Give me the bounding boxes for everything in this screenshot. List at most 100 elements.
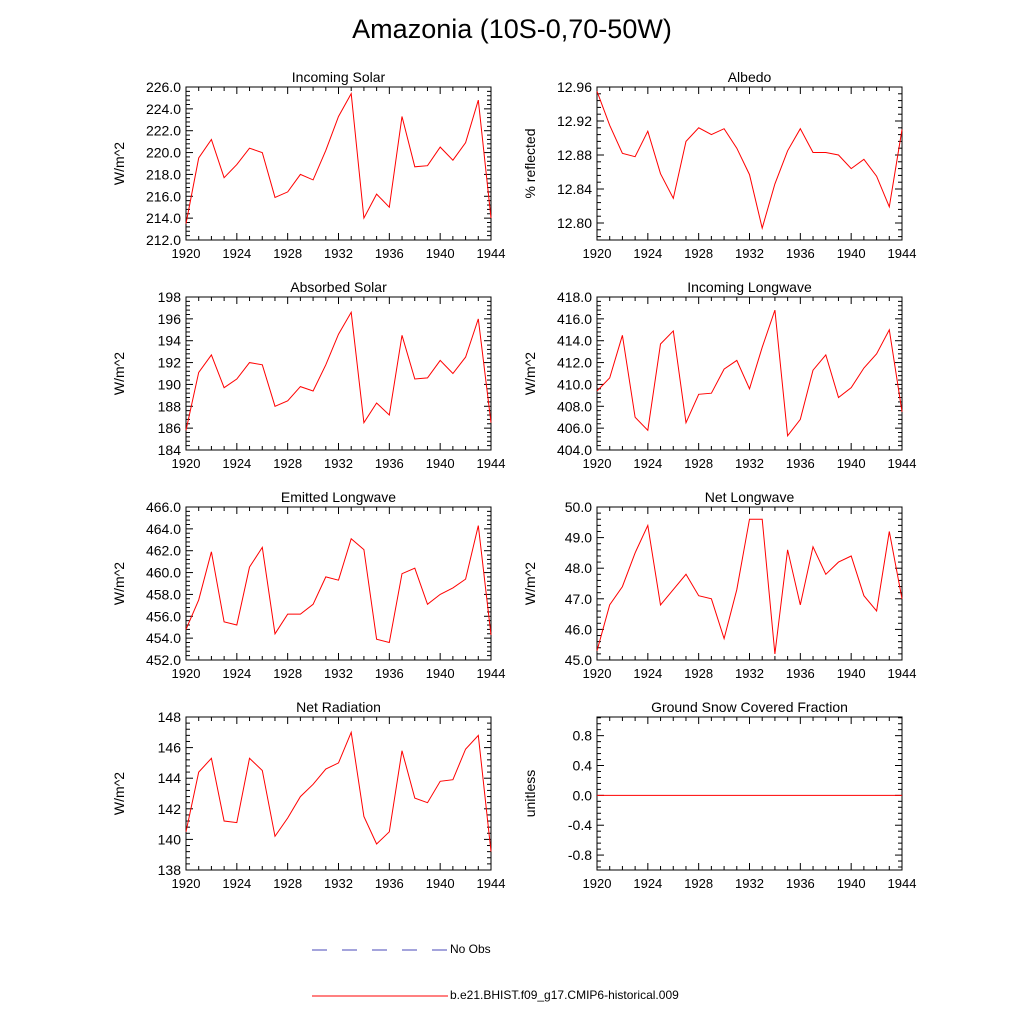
panel-2-xtick-label: 1940	[426, 456, 455, 471]
panel-3-ytick-label: 404.0	[557, 442, 592, 458]
panel-6: Net Radiation W/m^2 1920 1924 1928 1932 1936 19…	[111, 699, 505, 891]
panel-7-xtick-label: 1940	[837, 876, 866, 891]
panel-0-ytick-label: 214.0	[146, 210, 181, 226]
panel-7-xtick-label: 1944	[888, 876, 917, 891]
panel-5-xtick-label: 1932	[735, 666, 764, 681]
panel-1-xtick-label: 1924	[633, 246, 662, 261]
panel-2: Absorbed Solar W/m^2 1920 1924 1928 1932 1936 1…	[111, 279, 505, 471]
panel-2-series-line	[185, 310, 492, 431]
panel-4-ytick-label: 458.0	[146, 586, 181, 602]
panel-0-title: Incoming Solar	[292, 69, 386, 85]
panel-5-ytick-label: 48.0	[565, 560, 592, 576]
panel-4: Emitted Longwave W/m^2 1920 1924 1928 1932 193…	[111, 489, 505, 681]
panel-1-xtick-label: 1928	[684, 246, 713, 261]
panel-1-ylabel: % reflected	[522, 128, 538, 198]
panel-4-ytick-label: 462.0	[146, 543, 181, 559]
panel-5-ytick-label: 45.0	[565, 652, 592, 668]
panel-6-title: Net Radiation	[296, 699, 381, 715]
panel-3-ytick-label: 412.0	[557, 355, 592, 371]
panel-4-xtick-label: 1936	[375, 666, 404, 681]
panel-4-xtick-label: 1944	[477, 666, 506, 681]
panel-0-xtick-label: 1928	[273, 246, 302, 261]
panel-6-ytick-label: 140	[158, 831, 182, 847]
panel-2-ylabel: W/m^2	[111, 352, 127, 395]
panel-7-xtick-label: 1936	[786, 876, 815, 891]
panel-0-xtick-label: 1944	[477, 246, 506, 261]
panel-4-xtick-label: 1924	[222, 666, 251, 681]
panel-6-ytick-label: 144	[158, 770, 182, 786]
legend-model-label: b.e21.BHIST.f09_g17.CMIP6-historical.009	[450, 988, 679, 1002]
panel-2-ytick-label: 184	[158, 442, 182, 458]
panel-4-ytick-label: 454.0	[146, 630, 181, 646]
panel-6-ytick-label: 146	[158, 740, 182, 756]
panel-6-xtick-label: 1924	[222, 876, 251, 891]
panel-7-ytick-label: 0.4	[573, 758, 593, 774]
panel-5-ytick-label: 47.0	[565, 591, 592, 607]
panel-5-ytick-label: 50.0	[565, 499, 592, 515]
panel-3-xtick-label: 1944	[888, 456, 917, 471]
panel-3-xtick-label: 1928	[684, 456, 713, 471]
panel-2-ytick-label: 186	[158, 420, 182, 436]
panel-7-xtick-label: 1932	[735, 876, 764, 891]
panel-6-xtick-label: 1920	[172, 876, 201, 891]
panel-0-xtick-label: 1924	[222, 246, 251, 261]
panel-5-title: Net Longwave	[705, 489, 795, 505]
panel-0-xtick-label: 1920	[172, 246, 201, 261]
panel-4-xtick-label: 1928	[273, 666, 302, 681]
panel-1-xtick-label: 1936	[786, 246, 815, 261]
panel-0-ytick-label: 218.0	[146, 166, 181, 182]
panel-5-xtick-label: 1920	[583, 666, 612, 681]
panel-7-xtick-label: 1928	[684, 876, 713, 891]
panel-6-xtick-label: 1928	[273, 876, 302, 891]
panel-4-title: Emitted Longwave	[281, 489, 396, 505]
panel-0-ytick-label: 224.0	[146, 101, 181, 117]
panel-0-ytick-label: 220.0	[146, 145, 181, 161]
panel-3-ytick-label: 410.0	[557, 376, 592, 392]
panel-3-ylabel: W/m^2	[522, 352, 538, 395]
panel-0-xtick-label: 1932	[324, 246, 353, 261]
panel-3-xtick-label: 1940	[837, 456, 866, 471]
panel-2-title: Absorbed Solar	[290, 279, 387, 295]
panel-3-title: Incoming Longwave	[687, 279, 812, 295]
panel-7-ylabel: unitless	[522, 770, 538, 817]
panel-0-xtick-label: 1936	[375, 246, 404, 261]
panel-2-xtick-label: 1928	[273, 456, 302, 471]
panel-2-ytick-label: 190	[158, 376, 182, 392]
panel-5-series-line	[596, 518, 903, 654]
panel-7-ytick-label: -0.4	[568, 817, 592, 833]
panel-6-ytick-label: 148	[158, 709, 182, 725]
panel-3-ytick-label: 416.0	[557, 311, 592, 327]
panel-7-ytick-label: 0.0	[573, 787, 593, 803]
panel-0-ytick-label: 226.0	[146, 79, 181, 95]
panel-5-ytick-label: 46.0	[565, 621, 592, 637]
panel-1-xtick-label: 1920	[583, 246, 612, 261]
panel-3-ytick-label: 414.0	[557, 333, 592, 349]
panel-1-ytick-label: 12.88	[557, 147, 592, 163]
panel-2-xtick-label: 1920	[172, 456, 201, 471]
panel-7-title: Ground Snow Covered Fraction	[651, 699, 848, 715]
panel-3-xtick-label: 1924	[633, 456, 662, 471]
panel-5-xtick-label: 1940	[837, 666, 866, 681]
panel-5-ytick-label: 49.0	[565, 530, 592, 546]
panel-5-xtick-label: 1928	[684, 666, 713, 681]
panel-6-ytick-label: 142	[158, 801, 182, 817]
panel-7-frame	[596, 716, 903, 871]
panel-0-frame	[185, 86, 492, 241]
panel-4-xtick-label: 1920	[172, 666, 201, 681]
panel-1-ytick-label: 12.92	[557, 113, 592, 129]
panel-6-frame	[185, 716, 492, 871]
panel-6-ylabel: W/m^2	[111, 772, 127, 815]
panel-2-xtick-label: 1924	[222, 456, 251, 471]
panels-group: Incoming Solar W/m^2 1920 1924 1928 1932 1936 1…	[111, 69, 916, 891]
panel-4-ytick-label: 466.0	[146, 499, 181, 515]
panel-1-ytick-label: 12.80	[557, 215, 592, 231]
panel-2-xtick-label: 1932	[324, 456, 353, 471]
panel-0-ylabel: W/m^2	[111, 142, 127, 185]
panel-2-ytick-label: 188	[158, 398, 182, 414]
panel-7: Ground Snow Covered Fraction unitless 1920…	[522, 699, 916, 891]
panel-4-series-line	[185, 525, 492, 644]
panel-6-xtick-label: 1944	[477, 876, 506, 891]
panel-3-frame	[596, 296, 903, 451]
panel-6-xtick-label: 1932	[324, 876, 353, 891]
